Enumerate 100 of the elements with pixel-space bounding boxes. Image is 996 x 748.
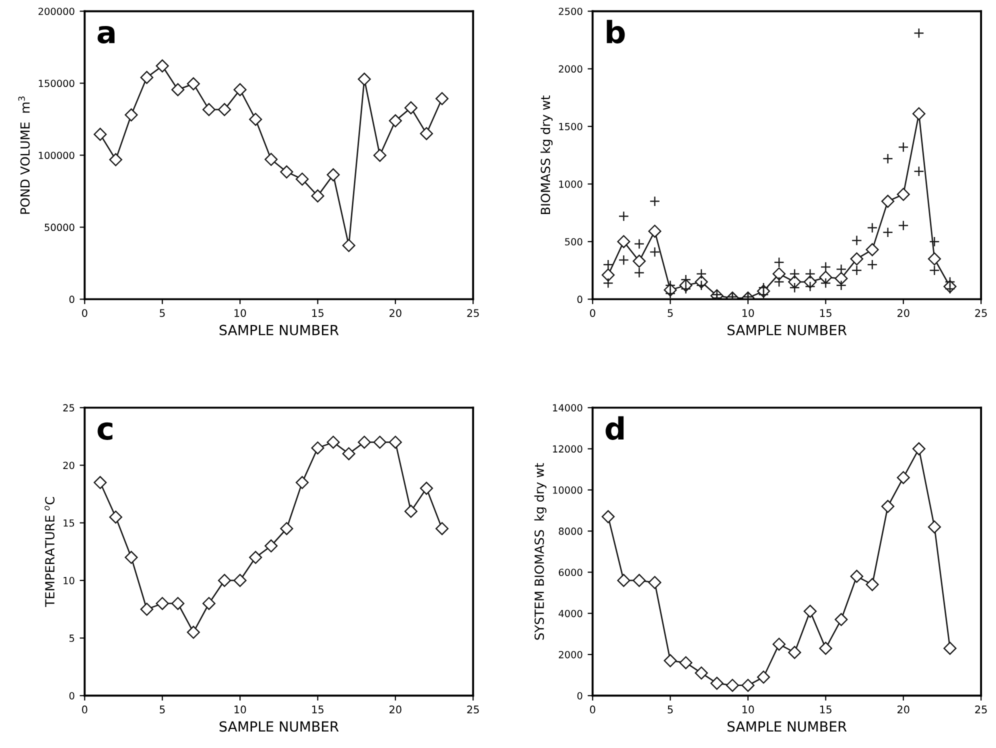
point: [311, 189, 324, 202]
y-tick-label: 1500: [559, 122, 582, 130]
point: [648, 224, 662, 238]
x-tick-label: 20: [390, 309, 402, 317]
point: [929, 236, 940, 247]
x-axis-title: SAMPLE NUMBER: [220, 721, 339, 732]
point: [602, 268, 615, 282]
point: [296, 172, 309, 186]
annotation: d: [606, 416, 624, 440]
point: [602, 278, 614, 288]
y-tick-label: 500: [565, 238, 582, 246]
y-tick-label: 0: [69, 296, 74, 304]
point: [836, 280, 847, 291]
x-tick-label: 20: [390, 706, 402, 714]
point: [264, 152, 278, 166]
y-tick-label: 2000: [558, 65, 582, 73]
point: [436, 92, 449, 106]
point: [171, 83, 184, 96]
x-tick-label: 5: [160, 309, 165, 317]
point: [249, 550, 262, 564]
point: [804, 604, 817, 618]
point: [358, 436, 371, 449]
point: [234, 574, 247, 587]
x-tick-label: 10: [234, 706, 246, 714]
point: [617, 574, 630, 587]
point: [124, 550, 138, 564]
x-tick-label: 15: [820, 309, 832, 317]
y-tick-label: 14000: [553, 404, 582, 412]
point: [896, 471, 910, 484]
point: [140, 602, 154, 616]
point: [186, 626, 200, 639]
y-tick-label: 2000: [558, 650, 582, 658]
point: [929, 265, 940, 276]
point: [649, 196, 660, 207]
point: [696, 280, 707, 291]
point: [648, 576, 662, 590]
point: [436, 522, 449, 536]
y-axis-title: POND VOLUME m$^{3}$: [18, 96, 30, 214]
point: [665, 280, 676, 291]
x-tick-label: 0: [590, 309, 596, 317]
point: [710, 676, 724, 690]
point: [850, 570, 864, 583]
y-tick-label: 0: [577, 692, 582, 700]
point: [789, 268, 800, 280]
point: [602, 259, 614, 270]
point: [819, 642, 832, 655]
point: [696, 268, 707, 280]
point: [881, 194, 894, 208]
x-tick-label: 5: [668, 706, 673, 714]
x-tick-label: 25: [975, 706, 987, 714]
point: [632, 254, 646, 268]
point: [218, 103, 232, 116]
point: [186, 77, 200, 90]
point: [156, 596, 169, 610]
point: [649, 246, 660, 258]
point: [772, 638, 786, 651]
point: [342, 447, 356, 460]
x-tick-label: 15: [312, 309, 324, 317]
point: [171, 596, 184, 610]
y-tick-label: 6000: [558, 568, 582, 576]
y-tick-label: 50000: [44, 224, 74, 232]
y-tick-label: 150000: [38, 80, 74, 88]
point: [202, 103, 216, 116]
point: [326, 168, 340, 182]
point: [296, 476, 309, 490]
point: [388, 114, 402, 128]
y-tick-label: 20: [63, 462, 74, 470]
point: [866, 243, 879, 256]
point: [912, 442, 926, 456]
point: [867, 259, 878, 270]
point: [618, 254, 629, 266]
x-tick-label: 5: [668, 309, 673, 317]
point: [898, 220, 909, 231]
x-axis-title: SAMPLE NUMBER: [728, 324, 847, 336]
point: [665, 288, 676, 299]
y-tick-label: 0: [69, 692, 74, 700]
x-tick-label: 0: [82, 706, 88, 714]
point: [342, 238, 356, 252]
point: [680, 274, 692, 285]
point: [928, 520, 941, 534]
point: [234, 83, 247, 96]
point: [602, 510, 615, 524]
y-tick-label: 200000: [38, 8, 74, 16]
point: [679, 656, 692, 670]
x-tick-label: 25: [975, 309, 987, 317]
point: [420, 482, 434, 495]
point: [726, 678, 739, 692]
point: [664, 654, 677, 668]
point: [617, 235, 630, 248]
point: [404, 504, 418, 518]
x-axis-title: SAMPLE NUMBER: [220, 324, 339, 336]
point: [140, 70, 154, 84]
y-axis-title: SYSTEM BIOMASS kg dry wt: [534, 463, 546, 640]
x-tick-label: 25: [467, 706, 479, 714]
point: [820, 262, 831, 272]
point: [898, 142, 909, 152]
point: [820, 278, 831, 288]
point: [388, 436, 402, 449]
point: [202, 596, 216, 610]
x-tick-label: 10: [742, 706, 754, 714]
